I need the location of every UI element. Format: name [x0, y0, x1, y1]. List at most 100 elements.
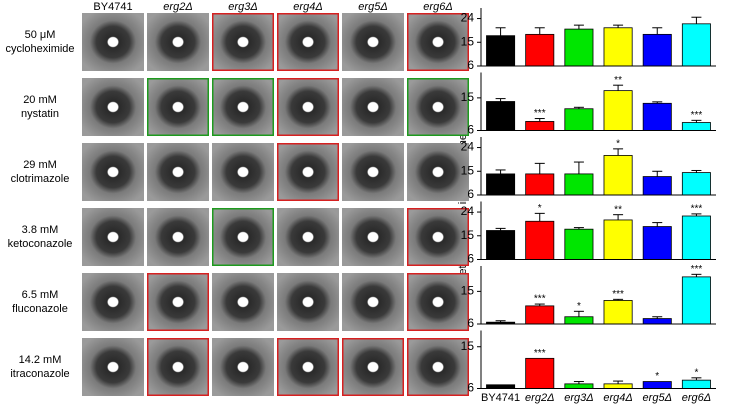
- row-label: cycloheximide: [5, 43, 74, 55]
- bar: [564, 28, 594, 67]
- plate-image: [212, 338, 274, 396]
- bar: [642, 102, 672, 131]
- bar: [525, 357, 555, 389]
- bar: [603, 27, 633, 67]
- bar: [681, 122, 711, 131]
- x-tick-label: erg2Δ: [525, 392, 554, 404]
- plate-image: [277, 78, 339, 136]
- plate-image: [212, 208, 274, 266]
- row-label: 29 mM: [23, 159, 57, 171]
- x-tick-label: erg4Δ: [603, 392, 632, 404]
- plate-image: [212, 78, 274, 136]
- plate-image: [147, 208, 209, 266]
- plate-image: [147, 273, 209, 331]
- row-label: ketoconazole: [8, 238, 73, 250]
- plate-image: [147, 338, 209, 396]
- column-header: erg3Δ: [228, 1, 257, 13]
- bar: [603, 383, 633, 389]
- significance-label: ***: [691, 110, 703, 121]
- plate-image: [342, 338, 404, 396]
- significance-label: ***: [691, 264, 703, 275]
- bar: [486, 35, 516, 67]
- plate-image: [147, 13, 209, 71]
- y-tick-label: 6: [467, 381, 474, 395]
- y-tick-label: 15: [461, 34, 475, 48]
- plate-border: [407, 208, 469, 266]
- plate-border: [342, 338, 404, 396]
- plate-image: [82, 13, 144, 71]
- bar: [642, 226, 672, 260]
- y-tick-label: 6: [467, 58, 474, 72]
- significance-label: *: [694, 367, 698, 378]
- row-label: 6.5 mM: [22, 289, 59, 301]
- bar: [642, 381, 672, 389]
- bar: [486, 173, 516, 196]
- significance-label: **: [614, 204, 622, 215]
- bar: [681, 172, 711, 196]
- significance-label: ***: [534, 294, 546, 305]
- row-label: fluconazole: [12, 303, 68, 315]
- bar: [564, 173, 594, 196]
- bar: [486, 384, 516, 389]
- plate-border: [277, 78, 339, 136]
- bar: [642, 176, 672, 196]
- plate-image: [407, 143, 469, 201]
- y-tick-label: 15: [461, 163, 475, 177]
- plate-border: [407, 13, 469, 71]
- plate-image: [82, 338, 144, 396]
- x-tick-label: erg5Δ: [643, 392, 672, 404]
- plate-border: [212, 13, 274, 71]
- row-label: clotrimazole: [11, 173, 70, 185]
- plate-border: [147, 338, 209, 396]
- row-label: 20 mM: [23, 94, 57, 106]
- plate-image: [277, 273, 339, 331]
- x-tick-label: erg3Δ: [564, 392, 593, 404]
- y-tick-label: 24: [461, 204, 475, 218]
- plate-image: [407, 338, 469, 396]
- plate-image: [342, 78, 404, 136]
- plate-image: [212, 143, 274, 201]
- bar: [681, 23, 711, 67]
- plate-image: [277, 13, 339, 71]
- y-tick-label: 6: [467, 123, 474, 137]
- x-tick-label: erg6Δ: [682, 392, 711, 404]
- bar: [525, 121, 555, 131]
- row-label: 14.2 mM: [19, 354, 62, 366]
- plate-image: [342, 143, 404, 201]
- bar: [525, 33, 555, 67]
- plate-image: [277, 208, 339, 266]
- plate-image: [82, 78, 144, 136]
- y-tick-label: 24: [461, 140, 475, 154]
- plate-border: [212, 78, 274, 136]
- row-label: 3.8 mM: [22, 224, 59, 236]
- plate-image: [277, 143, 339, 201]
- column-header: erg5Δ: [358, 1, 387, 13]
- bar: [681, 215, 711, 260]
- plate-border: [147, 78, 209, 136]
- y-tick-label: 6: [467, 252, 474, 266]
- significance-label: *: [616, 139, 620, 150]
- plate-image: [342, 273, 404, 331]
- row-label: nystatin: [21, 108, 59, 120]
- plate-image: [407, 13, 469, 71]
- bar: [525, 220, 555, 260]
- plate-border: [407, 78, 469, 136]
- bar: [525, 173, 555, 196]
- column-header: erg2Δ: [163, 1, 192, 13]
- row-label: itraconazole: [10, 368, 69, 380]
- plate-image: [212, 273, 274, 331]
- row-label: 50 μM: [25, 29, 56, 41]
- plate-image: [82, 208, 144, 266]
- plate-image: [212, 13, 274, 71]
- significance-label: ***: [534, 348, 546, 359]
- plate-border: [407, 338, 469, 396]
- plate-border: [277, 143, 339, 201]
- x-tick-label: BY4741: [481, 392, 520, 404]
- bar: [564, 383, 594, 389]
- bar: [642, 33, 672, 67]
- significance-label: *: [538, 203, 542, 214]
- bar: [681, 276, 711, 325]
- plate-border: [277, 13, 339, 71]
- plate-border: [407, 273, 469, 331]
